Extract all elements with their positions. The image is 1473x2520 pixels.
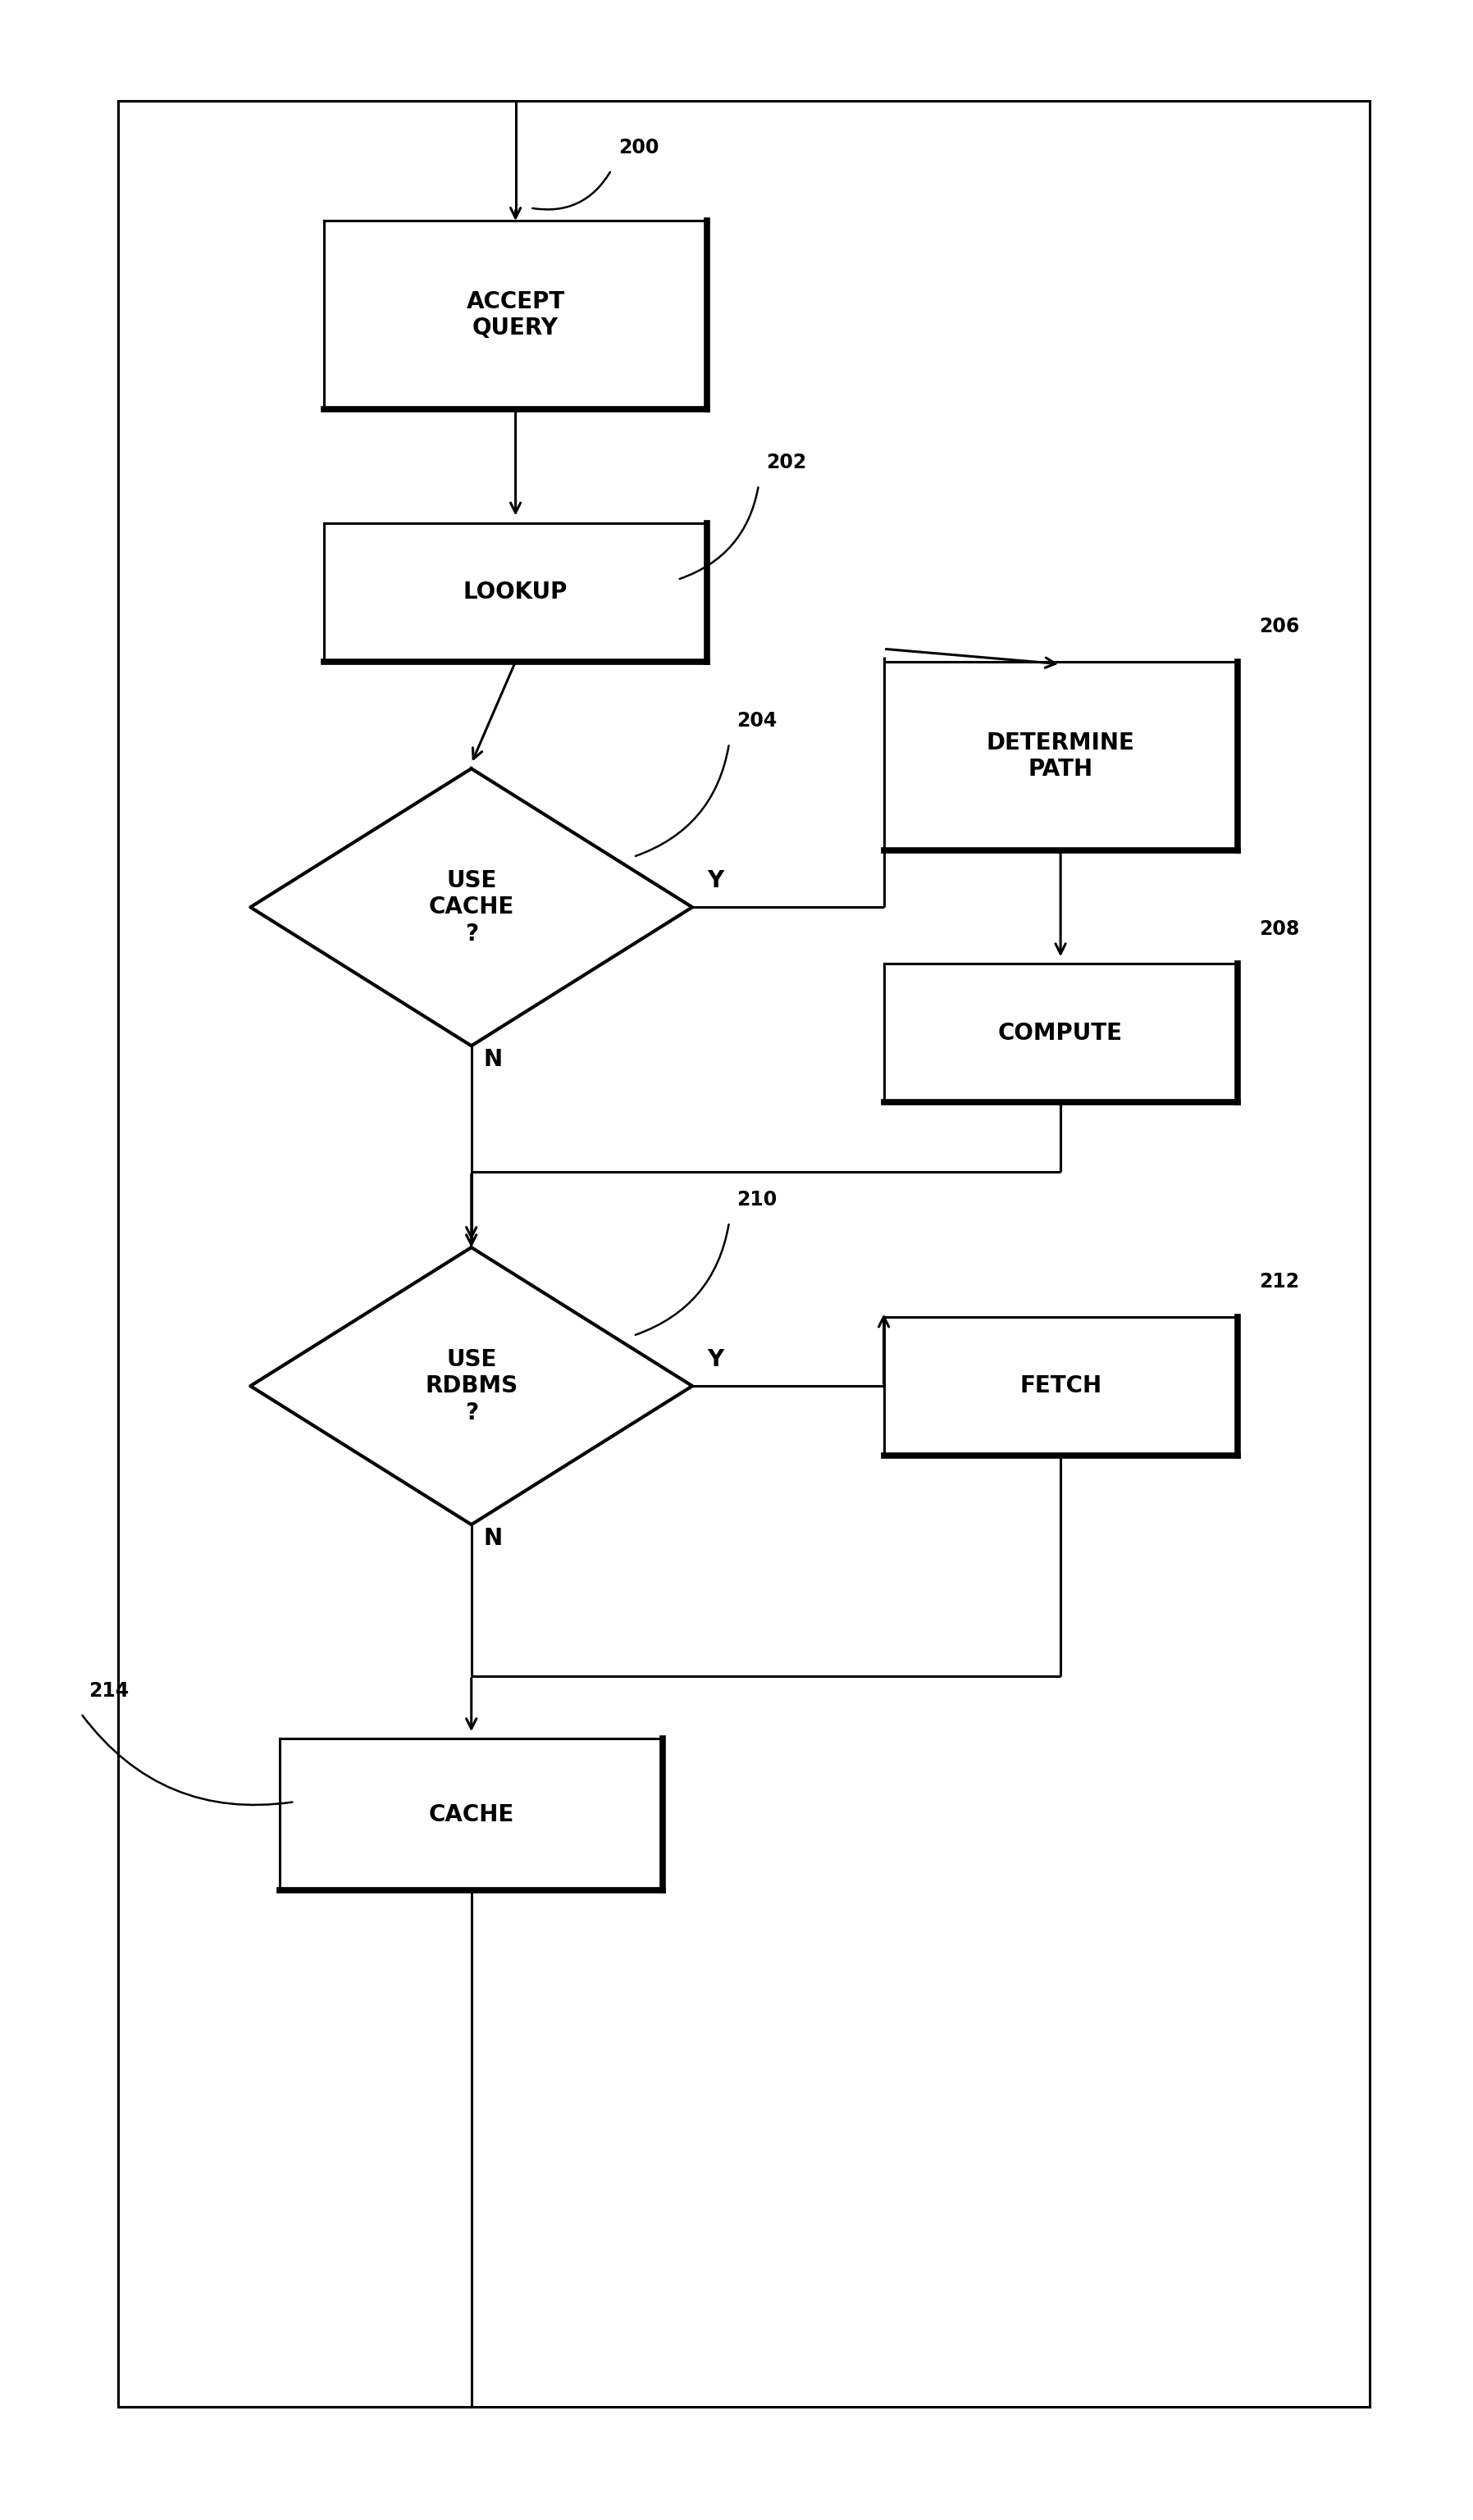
Polygon shape xyxy=(250,769,692,1046)
Text: USE
CACHE
?: USE CACHE ? xyxy=(429,869,514,945)
Bar xyxy=(884,1315,1237,1457)
Text: CACHE: CACHE xyxy=(429,1802,514,1827)
Bar xyxy=(324,522,707,663)
Text: Y: Y xyxy=(707,869,723,892)
Text: FETCH: FETCH xyxy=(1019,1373,1102,1399)
Bar xyxy=(884,965,1237,1104)
Text: 204: 204 xyxy=(736,711,776,731)
Text: LOOKUP: LOOKUP xyxy=(464,580,567,605)
Bar xyxy=(280,1739,663,1890)
Text: 214: 214 xyxy=(88,1681,128,1701)
Bar xyxy=(884,663,1237,852)
Text: N: N xyxy=(483,1527,502,1550)
Text: 210: 210 xyxy=(736,1189,776,1210)
Text: 202: 202 xyxy=(766,454,806,474)
Bar xyxy=(324,222,707,408)
Text: Y: Y xyxy=(707,1348,723,1371)
Text: 212: 212 xyxy=(1259,1273,1299,1290)
Text: ACCEPT
QUERY: ACCEPT QUERY xyxy=(467,290,564,340)
Text: DETERMINE
PATH: DETERMINE PATH xyxy=(987,731,1134,781)
Text: 206: 206 xyxy=(1259,617,1299,638)
Text: USE
RDBMS
?: USE RDBMS ? xyxy=(426,1348,517,1424)
Text: 200: 200 xyxy=(619,139,658,159)
Text: 208: 208 xyxy=(1259,920,1299,940)
Polygon shape xyxy=(250,1247,692,1525)
Bar xyxy=(118,101,1370,2407)
Text: COMPUTE: COMPUTE xyxy=(999,1021,1122,1046)
Text: N: N xyxy=(483,1048,502,1071)
